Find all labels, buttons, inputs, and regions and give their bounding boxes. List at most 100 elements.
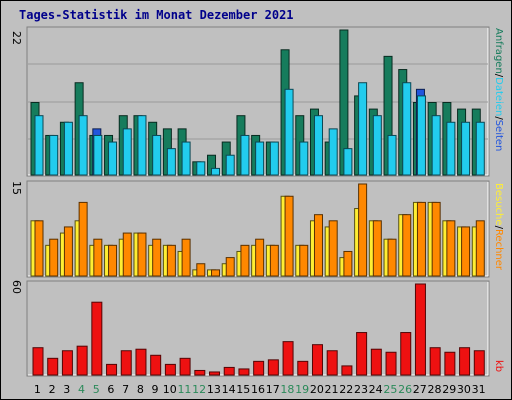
day-label-28: 28 [428,383,442,396]
day-label-24: 24 [369,383,383,396]
day-label-20: 20 [310,383,324,396]
chart-title: Tages-Statistik im Monat Dezember 2021 [19,8,294,22]
kb-bar-26 [400,332,412,376]
right-label-mid-part-3: Rechner [493,229,504,271]
kb-bar-20 [311,344,323,376]
rechner-bar-11 [181,238,191,277]
rechner-bar-4 [78,201,88,277]
day-label-18: 18 [280,383,294,396]
kb-bar-11 [179,357,191,376]
dateien-bar-8 [137,115,147,176]
dateien-bar-3 [63,121,73,176]
rechner-bar-14 [225,257,235,277]
right-label-bottom-part-1: kb [493,360,504,372]
day-label-26: 26 [398,383,412,396]
right-label-top-part-1: Anfragen [493,28,504,74]
kb-bar-29 [444,351,456,376]
rechner-bar-3 [63,226,73,277]
dateien-bar-16 [255,141,265,176]
kb-bar-3 [61,350,73,376]
day-label-10: 10 [163,383,177,396]
kb-bar-8 [135,348,147,376]
dateien-bar-24 [372,115,382,176]
rechner-bar-5 [93,238,103,277]
rechner-bar-21 [328,220,338,277]
rechner-bar-17 [269,244,279,277]
dateien-bar-4 [78,115,88,176]
y-tick-label-3: 60 [10,280,23,294]
day-label-12: 12 [192,383,206,396]
dateien-bar-5 [93,134,103,176]
kb-bar-21 [326,350,338,376]
dateien-bar-20 [313,115,323,176]
right-label-mid-part-1: Besuche [493,183,504,226]
right-label-top: Anfragen/Dateien/Seiten [493,28,504,151]
dateien-bar-13 [211,167,221,176]
dateien-bar-17 [269,141,279,176]
kb-bar-1 [32,347,44,376]
rechner-bar-8 [137,232,147,277]
dateien-bar-22 [343,148,353,176]
rechner-bar-28 [431,201,441,277]
rechner-bar-26 [402,214,412,277]
dateien-bar-1 [34,115,44,176]
kb-bar-14 [223,366,235,376]
day-label-29: 29 [442,383,456,396]
rechner-bar-9 [152,238,162,277]
day-label-1: 1 [34,383,41,396]
kb-bar-2 [47,357,59,376]
right-label-mid: Besuche/Rechner [493,183,504,271]
rechner-bar-15 [240,244,250,277]
rechner-bar-7 [122,232,132,277]
day-label-5: 5 [93,383,100,396]
rechner-bar-24 [372,220,382,277]
rechner-bar-25 [387,238,397,277]
right-label-top-part-4: / [493,116,504,120]
kb-bar-17 [267,359,279,376]
kb-bar-9 [150,354,162,376]
rechner-bar-27 [416,201,426,277]
kb-bar-23 [356,332,368,376]
dateien-bar-7 [122,128,132,176]
day-label-21: 21 [325,383,339,396]
kb-bar-10 [164,363,176,376]
day-label-19: 19 [295,383,309,396]
rechner-bar-19 [299,244,309,277]
kb-bar-30 [459,347,471,376]
day-label-17: 17 [266,383,280,396]
kb-bar-19 [297,360,309,376]
kb-bar-7 [120,350,132,376]
dateien-bar-21 [328,128,338,176]
rechner-bar-13 [211,269,221,277]
rechner-bar-16 [255,238,265,277]
day-label-6: 6 [107,383,114,396]
dateien-bar-10 [166,148,176,176]
day-label-23: 23 [354,383,368,396]
dateien-bar-6 [108,141,118,176]
day-label-25: 25 [383,383,397,396]
rechner-bar-18 [284,195,294,277]
kb-bar-4 [76,345,88,376]
dateien-bar-14 [225,154,235,176]
rechner-bar-1 [34,220,44,277]
dateien-bar-31 [475,121,485,176]
kb-bar-15 [238,368,250,376]
dateien-bar-23 [358,82,368,176]
dateien-bar-19 [299,141,309,176]
dateien-bar-30 [461,121,471,176]
dateien-bar-27 [416,95,426,176]
kb-bar-22 [341,365,353,376]
chart-panel-3 [26,280,490,377]
day-label-2: 2 [49,383,56,396]
day-label-14: 14 [222,383,236,396]
day-label-3: 3 [63,383,70,396]
right-label-top-part-3: Dateien [493,77,504,116]
right-label-mid-part-2: / [493,226,504,230]
day-label-22: 22 [339,383,353,396]
day-label-4: 4 [78,383,85,396]
day-label-11: 11 [177,383,191,396]
kb-bar-31 [473,350,485,376]
kb-bar-27 [414,283,426,376]
right-label-top-part-2: / [493,74,504,78]
dateien-bar-12 [196,161,206,176]
